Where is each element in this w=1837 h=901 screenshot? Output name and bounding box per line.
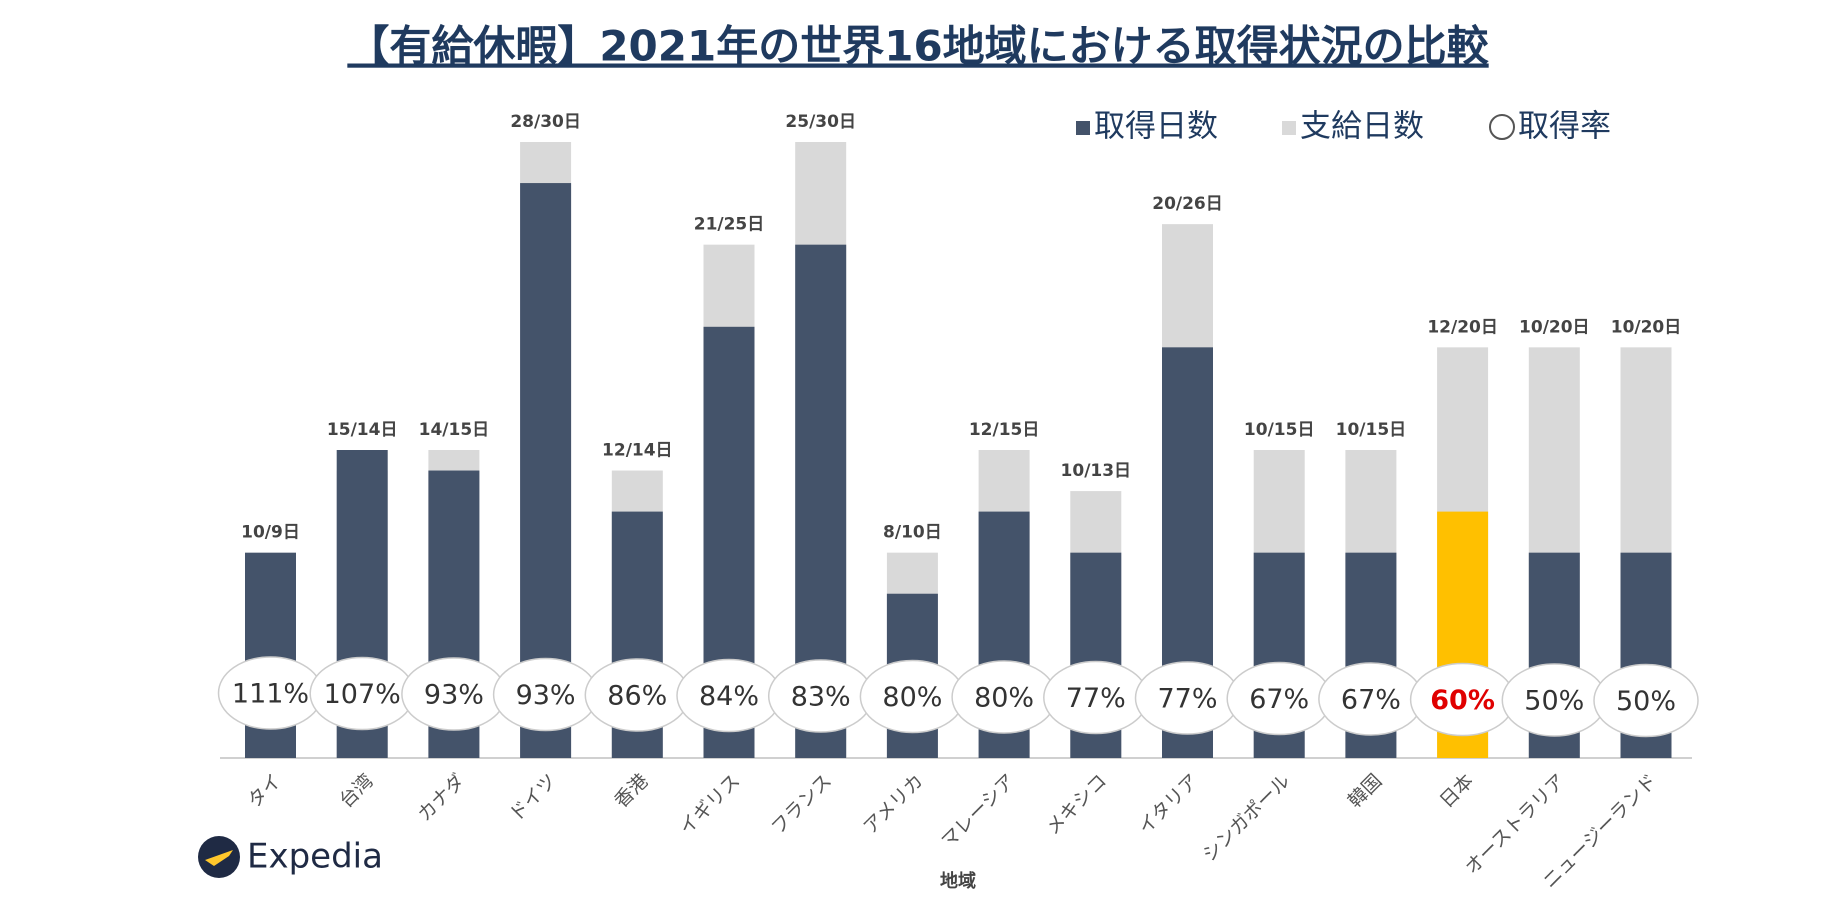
x-tick-label: シンガポール bbox=[1198, 770, 1294, 866]
rate-label: 93% bbox=[424, 680, 484, 711]
rate-label: 84% bbox=[699, 681, 759, 712]
bar-label: 25/30日 bbox=[785, 112, 856, 132]
bar-label: 10/20日 bbox=[1611, 317, 1682, 337]
x-tick-label: イタリア bbox=[1134, 770, 1203, 839]
rate-label: 50% bbox=[1524, 686, 1584, 717]
x-tick-label: アメリカ bbox=[859, 770, 928, 839]
bar-label: 10/9日 bbox=[241, 523, 300, 543]
rate-label: 107% bbox=[324, 679, 401, 710]
rate-label: 77% bbox=[1066, 683, 1126, 714]
rate-marker bbox=[1593, 663, 1699, 738]
rate-label: 50% bbox=[1616, 686, 1676, 717]
bar-label: 10/15日 bbox=[1244, 420, 1315, 440]
x-axis-title: 地域 bbox=[940, 870, 976, 892]
bar-label: 10/15日 bbox=[1336, 420, 1407, 440]
rate-label: 86% bbox=[607, 681, 667, 712]
x-tick-label: 韓国 bbox=[1344, 770, 1386, 812]
rate-label: 80% bbox=[882, 682, 942, 713]
legend-swatch bbox=[1489, 114, 1515, 140]
chart-title: 【有給休暇】2021年の世界16地域における取得状況の比較 bbox=[347, 22, 1489, 71]
bar-label: 10/13日 bbox=[1061, 461, 1132, 481]
x-tick-label: カナダ bbox=[413, 770, 469, 826]
x-tick-label: タイ bbox=[243, 770, 285, 812]
legend-label: 支給日数 bbox=[1300, 109, 1424, 145]
bar-label: 14/15日 bbox=[419, 420, 490, 440]
x-tick-label: イギリス bbox=[675, 770, 744, 839]
legend-swatch bbox=[1076, 121, 1090, 135]
bar-label: 20/26日 bbox=[1152, 194, 1223, 214]
bar-label: 12/14日 bbox=[602, 441, 673, 461]
rate-label: 60% bbox=[1430, 685, 1495, 716]
x-tick-label: 台湾 bbox=[335, 770, 377, 812]
rate-label: 77% bbox=[1157, 684, 1217, 715]
legend-label: 取得率 bbox=[1518, 109, 1611, 145]
rate-label: 111% bbox=[232, 679, 309, 710]
x-tick-label: フランス bbox=[767, 770, 836, 839]
legend-swatch bbox=[1282, 121, 1296, 135]
bar-label: 8/10日 bbox=[883, 523, 942, 543]
x-tick-label: マレーシア bbox=[937, 770, 1019, 852]
bar-label: 28/30日 bbox=[510, 112, 581, 132]
bar-label: 12/15日 bbox=[969, 420, 1040, 440]
rate-label: 80% bbox=[974, 683, 1034, 714]
rate-label: 67% bbox=[1341, 685, 1401, 716]
logo-text: Expedia bbox=[247, 837, 383, 877]
x-tick-label: ドイツ bbox=[505, 770, 561, 826]
x-tick-label: メキシコ bbox=[1042, 770, 1111, 839]
x-tick-label: 香港 bbox=[610, 770, 652, 812]
bar-label: 12/20日 bbox=[1427, 317, 1498, 337]
rate-label: 83% bbox=[791, 682, 851, 713]
bar-label: 15/14日 bbox=[327, 420, 398, 440]
bar-label: 21/25日 bbox=[694, 215, 765, 235]
x-tick-label: 日本 bbox=[1436, 770, 1478, 812]
bar-label: 10/20日 bbox=[1519, 317, 1590, 337]
rate-label: 93% bbox=[516, 680, 576, 711]
legend-label: 取得日数 bbox=[1094, 109, 1218, 145]
logo-plane bbox=[205, 850, 233, 866]
rate-label: 67% bbox=[1249, 684, 1309, 715]
logo: Expedia bbox=[198, 836, 383, 878]
